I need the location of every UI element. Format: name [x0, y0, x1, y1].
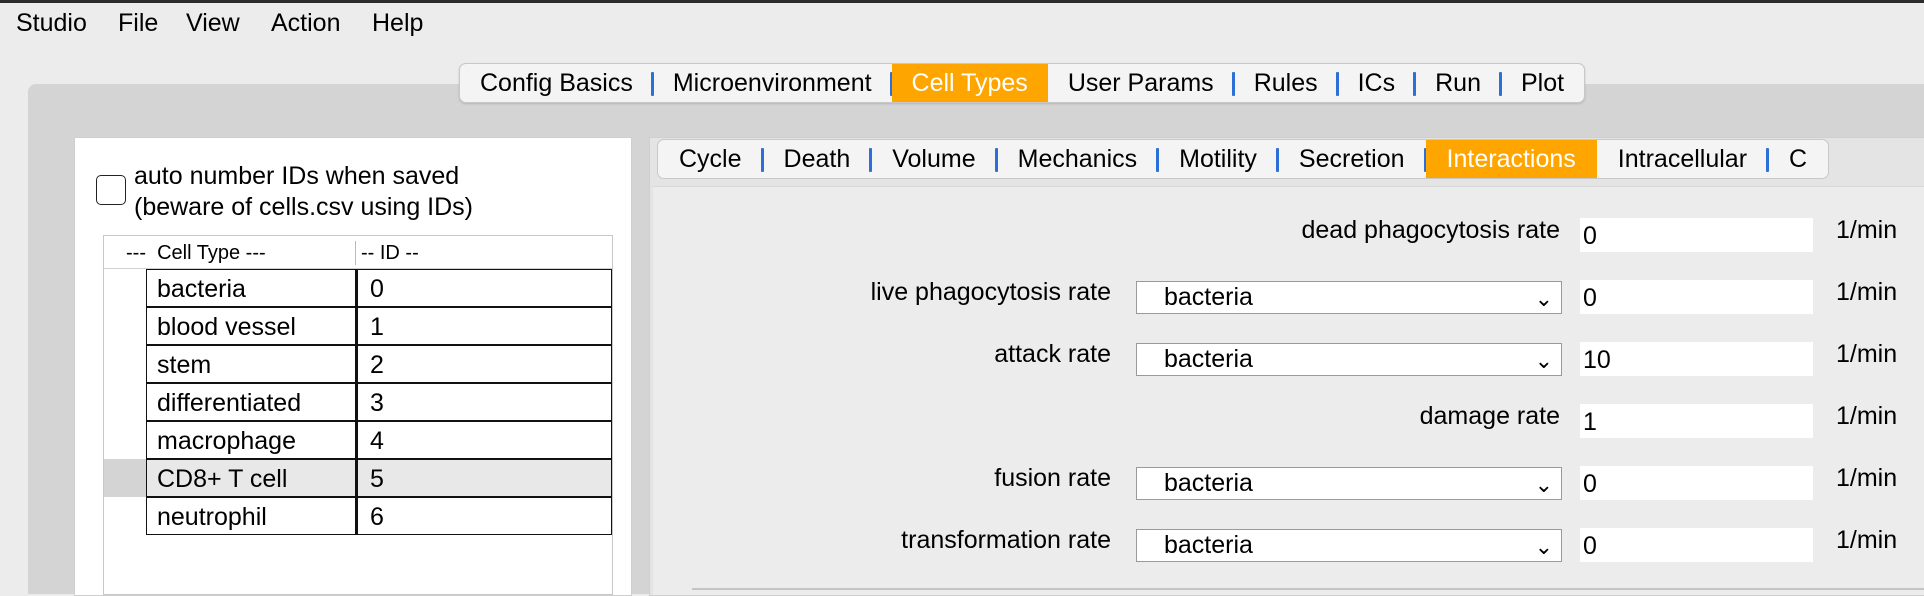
live-phagocytosis-celltype-dropdown[interactable]: bacteria ⌄ [1136, 281, 1562, 314]
live-phagocytosis-rate-label: live phagocytosis rate [870, 278, 1111, 306]
fusion-rate-input[interactable]: 0 [1580, 466, 1813, 500]
subtab-death[interactable]: Death [763, 140, 872, 178]
menu-studio[interactable]: Studio [16, 9, 87, 37]
window-top-border [0, 0, 1924, 3]
dead-phagocytosis-rate-input[interactable]: 0 [1580, 218, 1813, 252]
table-row[interactable]: differentiated 3 [104, 383, 612, 421]
chevron-down-icon: ⌄ [1534, 348, 1553, 373]
tab-run[interactable]: Run [1415, 64, 1502, 102]
live-phagocytosis-rate-input[interactable]: 0 [1580, 280, 1813, 314]
menu-file[interactable]: File [118, 9, 159, 37]
tab-cell-types[interactable]: Cell Types [891, 64, 1048, 102]
cell-type-name[interactable]: neutrophil [146, 497, 358, 535]
auto-number-ids-checkbox[interactable] [96, 175, 126, 205]
tab-plot[interactable]: Plot [1520, 69, 1565, 97]
attack-celltype-dropdown[interactable]: bacteria ⌄ [1136, 343, 1562, 376]
cell-params-tab-bar: Cycle Death Volume Mechanics Motility Se… [657, 139, 1830, 179]
cell-type-name[interactable]: differentiated [146, 383, 358, 421]
cell-type-name[interactable]: stem [146, 345, 358, 383]
chevron-down-icon: ⌄ [1534, 286, 1553, 311]
menu-view[interactable]: View [186, 9, 240, 37]
dropdown-value: bacteria [1164, 283, 1253, 311]
fusion-celltype-dropdown[interactable]: bacteria ⌄ [1136, 467, 1562, 500]
auto-number-label-line1: auto number IDs when saved [134, 162, 460, 190]
damage-rate-input[interactable]: 1 [1580, 404, 1813, 438]
table-row[interactable]: macrophage 4 [104, 421, 612, 459]
cell-type-name[interactable]: blood vessel [146, 307, 358, 345]
auto-number-ids-label: auto number IDs when saved (beware of ce… [134, 161, 473, 223]
dead-phagocytosis-rate-label: dead phagocytosis rate [1301, 216, 1560, 244]
subtab-motility[interactable]: Motility [1158, 140, 1279, 178]
cell-type-id[interactable]: 0 [358, 269, 612, 307]
tab-microenvironment[interactable]: Microenvironment [653, 64, 893, 102]
table-row-selected[interactable]: CD8+ T cell 5 [104, 459, 612, 497]
chevron-down-icon: ⌄ [1534, 472, 1553, 497]
dropdown-value: bacteria [1164, 469, 1253, 497]
header-divider [355, 241, 356, 265]
transformation-rate-label: transformation rate [901, 526, 1111, 554]
tab-config-basics[interactable]: Config Basics [460, 64, 654, 102]
attack-rate-input[interactable]: 10 [1580, 342, 1813, 376]
table-row[interactable]: stem 2 [104, 345, 612, 383]
menu-help[interactable]: Help [372, 9, 424, 37]
content-bottom-divider [692, 588, 1924, 590]
fusion-rate-label: fusion rate [994, 464, 1111, 492]
subtab-mechanics[interactable]: Mechanics [997, 140, 1159, 178]
subtab-secretion[interactable]: Secretion [1278, 140, 1427, 178]
table-header: --- Cell Type --- -- ID -- [104, 236, 612, 269]
transformation-rate-unit: 1/min [1836, 526, 1898, 554]
cell-type-name[interactable]: macrophage [146, 421, 358, 459]
tab-user-params[interactable]: User Params [1048, 64, 1235, 102]
table-row[interactable]: bacteria 0 [104, 269, 612, 307]
cell-type-id[interactable]: 2 [358, 345, 612, 383]
fusion-rate-unit: 1/min [1836, 464, 1898, 492]
subtab-intracellular[interactable]: Intracellular [1597, 140, 1770, 178]
dropdown-value: bacteria [1164, 345, 1253, 373]
chevron-down-icon: ⌄ [1534, 534, 1553, 559]
damage-rate-unit: 1/min [1836, 402, 1898, 430]
table-row[interactable]: blood vessel 1 [104, 307, 612, 345]
cell-type-id[interactable]: 3 [358, 383, 612, 421]
table-row[interactable]: neutrophil 6 [104, 497, 612, 535]
attack-rate-label: attack rate [994, 340, 1111, 368]
damage-rate-label: damage rate [1419, 402, 1560, 430]
subtab-interactions[interactable]: Interactions [1425, 140, 1597, 178]
subtab-custom-truncated[interactable]: C [1789, 145, 1808, 173]
menu-action[interactable]: Action [271, 9, 341, 37]
cell-type-table: --- Cell Type --- -- ID -- bacteria 0 bl… [103, 235, 613, 595]
cell-type-name[interactable]: CD8+ T cell [146, 459, 358, 497]
subtab-cycle[interactable]: Cycle [658, 140, 764, 178]
interactions-content [653, 186, 1924, 595]
header-id[interactable]: -- ID -- [361, 242, 419, 264]
auto-number-label-line2: (beware of cells.csv using IDs) [134, 193, 474, 221]
attack-rate-unit: 1/min [1836, 340, 1898, 368]
cell-type-id[interactable]: 6 [358, 497, 612, 535]
cell-type-id[interactable]: 1 [358, 307, 612, 345]
cell-types-panel: auto number IDs when saved (beware of ce… [74, 137, 632, 596]
main-tab-bar: Config Basics Microenvironment Cell Type… [459, 63, 1586, 103]
transformation-rate-input[interactable]: 0 [1580, 528, 1813, 562]
tab-ics[interactable]: ICs [1338, 64, 1416, 102]
cell-type-id[interactable]: 5 [358, 459, 612, 497]
live-phagocytosis-rate-unit: 1/min [1836, 278, 1898, 306]
menu-bar: Studio File View Action Help [0, 3, 1924, 43]
subtab-volume[interactable]: Volume [871, 140, 999, 178]
cell-type-id[interactable]: 4 [358, 421, 612, 459]
dropdown-value: bacteria [1164, 531, 1253, 559]
transformation-celltype-dropdown[interactable]: bacteria ⌄ [1136, 529, 1562, 562]
header-cell-type[interactable]: --- Cell Type --- [126, 242, 266, 264]
dead-phagocytosis-rate-unit: 1/min [1836, 216, 1898, 244]
cell-type-name[interactable]: bacteria [146, 269, 358, 307]
tab-rules[interactable]: Rules [1234, 64, 1339, 102]
